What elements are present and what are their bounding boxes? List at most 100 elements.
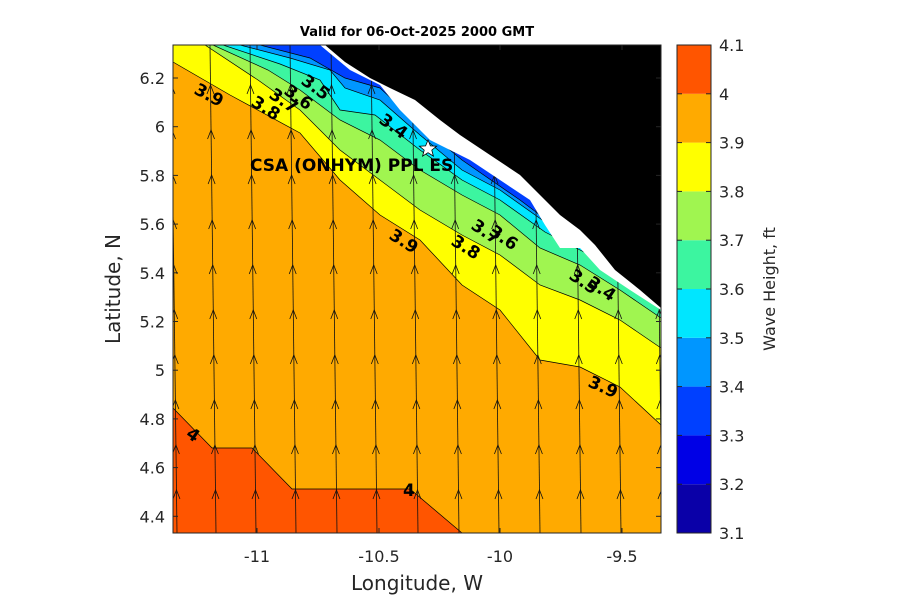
arrow-head [532,263,541,275]
arrow-head [454,443,462,455]
arrow-head [409,128,417,140]
x-axis: -11 -10.5 -10 -9.5 Longitude, W [244,45,638,595]
arrow-head [655,308,661,320]
arrow-head [370,353,379,365]
arrow-head [328,128,336,140]
arrow-head [246,83,255,95]
colorbar-tick-label: 3.1 [719,524,744,543]
arrow-head [575,398,584,410]
arrow-head [331,398,340,410]
arrow-head [330,308,339,320]
y-tick-label: 4.4 [140,507,165,526]
arrow-head [614,353,623,365]
arrow-head [615,398,624,410]
arrow-head [574,308,583,320]
arrow-head [369,263,378,275]
arrow-head [370,308,379,320]
arrow-head [328,173,337,185]
colorbar-tick-label: 3.4 [719,378,744,397]
arrow-head [368,173,377,185]
arrow-head [332,443,340,455]
colorbar-segment [677,435,711,485]
y-axis-label: Latitude, N [101,234,125,344]
x-axis-label: Longitude, W [351,571,483,595]
y-tick-label: 5 [155,361,165,380]
colorbar-tick-label: 3.2 [719,475,744,494]
arrow-head [450,173,459,185]
arrow-head [332,488,341,500]
arrow-head [208,263,217,275]
land-mass [325,45,661,308]
arrow-head [491,263,500,275]
arrow-head [535,443,543,455]
arrow-head [210,398,219,410]
arrow-head [576,443,584,455]
arrow-head [209,308,218,320]
arrow-head [493,398,502,410]
arrow-line [289,45,297,533]
colorbar-segment [677,240,711,289]
arrow-head [286,83,295,95]
arrow-head [327,83,336,95]
arrow-head [248,263,257,275]
colorbar-segment [677,289,711,338]
colorbar-tick-label: 4 [719,85,729,104]
arrow-head [251,488,260,500]
arrow-head [413,443,421,455]
arrow-head [330,353,339,365]
plot-title: Valid for 06-Oct-2025 2000 GMT [300,25,534,40]
arrow-line [173,175,178,533]
arrow-head [452,308,461,320]
y-tick-label: 4.8 [140,410,165,429]
plot-area: 3.9 3.8 3.7 3.6 3.5 3.4 3.9 3.8 3.7 3.6 … [173,45,661,533]
arrow-head [329,263,338,275]
arrow-head [453,398,462,410]
colorbar-tick-label: 3.6 [719,280,744,299]
colorbar-segment [677,484,711,533]
colorbar-segment [677,45,711,94]
arrow-head [533,353,542,365]
arrow-head [368,128,376,140]
contour-label: 4 [403,481,415,501]
arrow-head [535,488,544,500]
arrow-head [614,308,623,320]
arrow-head [451,263,460,275]
star-icon [418,138,438,157]
arrow-head [247,173,256,185]
arrow-head [173,131,176,140]
arrow-head [247,128,255,140]
arrow-head [411,353,420,365]
y-tick-label: 5.8 [140,166,165,185]
arrow-head [288,218,297,230]
arrow-head [369,218,378,230]
arrow-head [656,398,661,410]
arrow-line [209,45,217,533]
arrow-head [173,174,177,185]
plot-frame [172,44,662,534]
arrow-head [329,218,338,230]
arrow-head [413,488,422,500]
x-tick-label: -9.5 [606,547,637,566]
colorbar-tick-label: 3.9 [719,134,744,153]
arrow-head [410,263,419,275]
arrow-head [492,353,501,365]
station-label: CSA (ONHYM) PPL ES [250,156,453,176]
arrow-line [370,45,378,533]
arrow-head [249,353,258,365]
colorbar-segment [677,386,711,436]
arrow-head [206,83,215,95]
arrow-line [330,45,338,533]
arrow-head [287,173,296,185]
arrow-head [409,173,418,185]
arrow-head [657,490,661,500]
band-4.0-4.1 [173,408,462,533]
arrow-head [367,83,376,95]
colorbar: 3.1 3.2 3.3 3.4 3.5 3.6 3.7 3.8 3.9 4 4.1 [676,36,744,543]
arrow-head [249,308,258,320]
y-tick-label: 5.2 [140,313,165,332]
arrow-head [208,218,217,230]
arrow-head [209,353,218,365]
arrow-head [372,443,380,455]
arrow-head [616,443,624,455]
